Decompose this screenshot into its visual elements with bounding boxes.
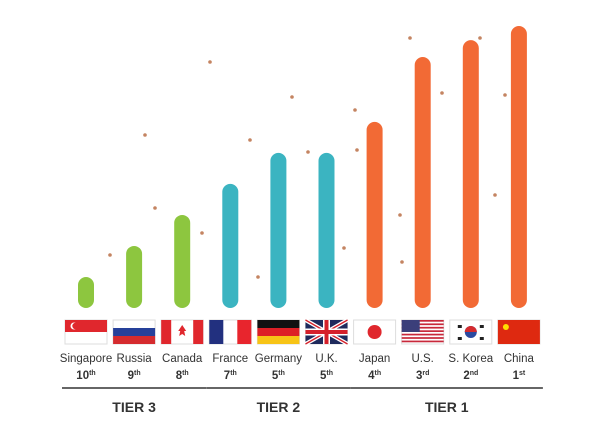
france-flag-icon <box>208 319 252 345</box>
country-label: U.K. <box>315 353 337 365</box>
canada-flag-icon <box>160 319 204 345</box>
country-label: Japan <box>359 353 390 365</box>
bar-china <box>510 26 527 308</box>
rank-label: 9th <box>128 370 141 382</box>
us-flag-icon <box>401 319 445 345</box>
decorative-dot <box>400 260 404 264</box>
rank-label: 2nd <box>463 370 478 382</box>
rank-label: 5th <box>272 370 285 382</box>
rank-label: 5th <box>320 370 333 382</box>
country-label: China <box>504 353 535 365</box>
decorative-dot <box>493 193 497 197</box>
bar-us <box>414 57 431 308</box>
tier-label: TIER 3 <box>112 399 156 415</box>
decorative-dot <box>208 60 212 64</box>
decorative-dot <box>306 150 310 154</box>
tier-label: TIER 2 <box>257 399 301 415</box>
singapore-flag-icon <box>64 319 108 345</box>
japan-flag-icon <box>353 319 397 345</box>
south-korea-flag-icon <box>449 319 493 345</box>
bar-uk <box>318 152 335 308</box>
rank-label: 4th <box>368 370 381 382</box>
bar-france <box>222 183 239 308</box>
bar-russia <box>126 245 143 308</box>
decorative-dot <box>355 148 359 152</box>
germany-flag-icon <box>256 319 300 345</box>
bar-canada <box>174 214 191 308</box>
country-label: Russia <box>117 353 153 365</box>
decorative-dot <box>200 231 204 235</box>
decorative-dot <box>440 91 444 95</box>
decorative-dot <box>342 246 346 250</box>
decorative-dot <box>408 36 412 40</box>
decorative-dot <box>503 93 507 97</box>
country-label: S. Korea <box>448 353 493 365</box>
rank-label: 8th <box>176 370 189 382</box>
bar-skorea <box>462 40 479 308</box>
decorative-dot <box>153 206 157 210</box>
tier-label: TIER 1 <box>425 399 469 415</box>
china-flag-icon <box>497 319 541 345</box>
rank-label: 1st <box>513 370 526 382</box>
decorative-dot <box>143 133 147 137</box>
country-label: Germany <box>255 353 303 365</box>
country-label: U.S. <box>412 353 434 365</box>
country-label: France <box>212 353 248 365</box>
decorative-dot <box>248 138 252 142</box>
decorative-dot <box>290 95 294 99</box>
country-label: Singapore <box>60 353 112 365</box>
rank-label: 3rd <box>416 370 429 382</box>
rank-label: 7th <box>224 370 237 382</box>
bar-singapore <box>78 276 94 308</box>
country-label: Canada <box>162 353 203 365</box>
decorative-dot <box>478 36 482 40</box>
bar-germany <box>270 152 287 308</box>
uk-flag-icon <box>304 318 349 346</box>
decorative-dot <box>108 253 112 257</box>
decorative-dot <box>256 275 260 279</box>
russia-flag-icon <box>112 319 156 345</box>
rank-label: 10th <box>76 370 95 382</box>
decorative-dot <box>398 213 402 217</box>
decorative-dot <box>353 108 357 112</box>
bar-japan <box>366 121 383 308</box>
